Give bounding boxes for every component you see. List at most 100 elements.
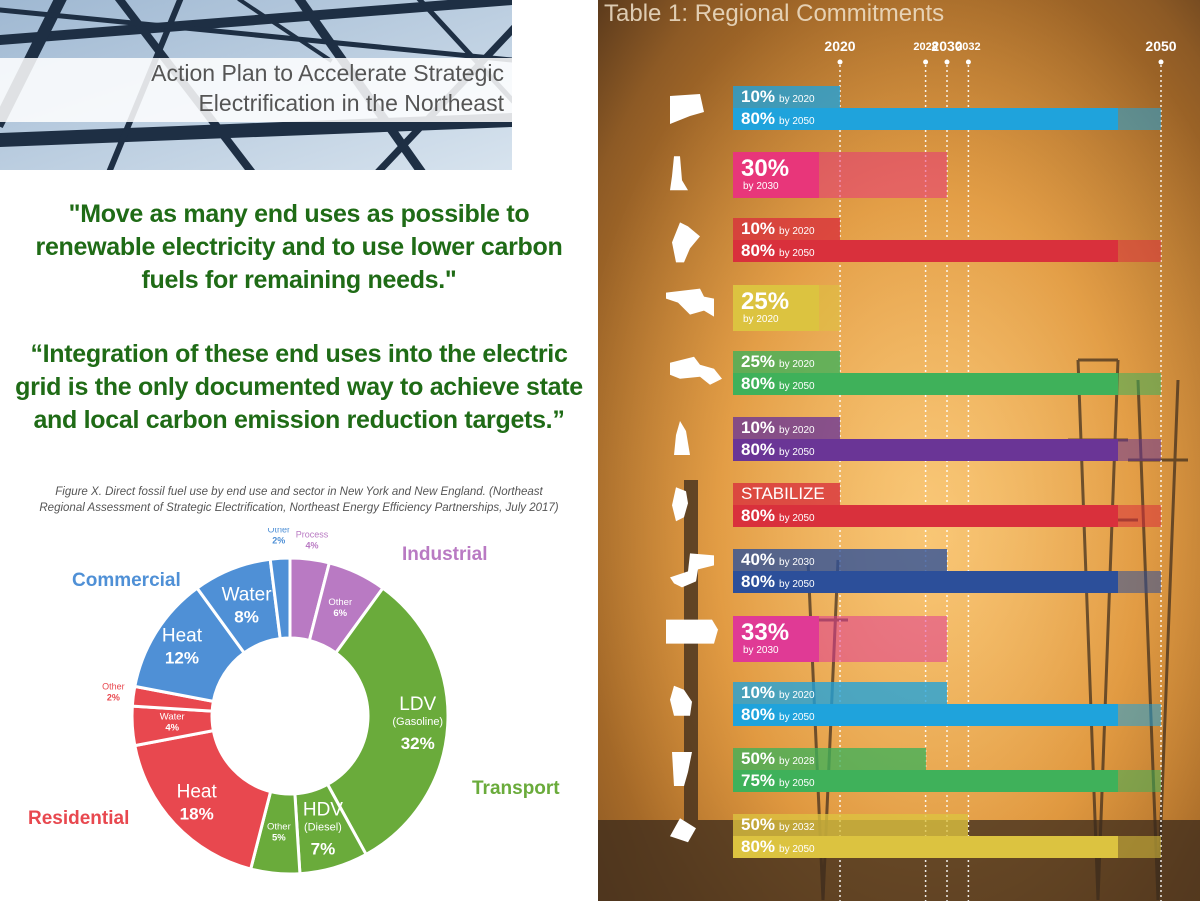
- commitment-deadline: by 2030: [779, 557, 815, 569]
- quote-1-line: "Move as many end uses as possible to: [68, 200, 530, 228]
- commitment-bar: 10% by 2020: [733, 86, 840, 108]
- commitment-bar: 40% by 2030: [733, 549, 947, 572]
- commitment-label: 30% by 2030: [741, 156, 789, 192]
- commitment-bar-solid: [733, 439, 1119, 461]
- commitment-bar: 80% by 2050: [733, 505, 1161, 528]
- donut-slice-label: Other: [328, 597, 352, 608]
- commitment-label: 80% by 2050: [741, 440, 815, 460]
- commitment-bar-solid: [733, 505, 1119, 528]
- commitment-bar-solid: [733, 549, 947, 572]
- sector-label: Industrial: [402, 544, 488, 565]
- regional-commitments-panel: Table 1: Regional Commitments 2020 2028 20…: [598, 0, 1200, 901]
- quote-2-line: and local carbon emission reduction targ…: [33, 406, 565, 434]
- donut-slice-label: Other: [267, 528, 290, 534]
- commitment-label: 75% by 2050: [741, 771, 815, 791]
- year-tick-label: 2020: [824, 38, 856, 54]
- donut-slice-value: 5%: [272, 832, 286, 843]
- commitment-deadline: by 2050: [779, 513, 815, 525]
- commitment-percent: 25%: [741, 287, 790, 315]
- donut-slice-value: 32%: [401, 734, 435, 753]
- commitment-deadline: by 2030: [743, 644, 779, 656]
- commitment-deadline: by 2050: [779, 844, 815, 856]
- commitment-deadline: by 2020: [779, 358, 815, 370]
- state-outline-icon: [672, 222, 700, 263]
- year-tick-label: 2050: [1145, 38, 1177, 54]
- commitment-bar: 75% by 2050: [733, 770, 1161, 792]
- state-outline-icon: [672, 487, 688, 522]
- donut-slice-label: Process: [296, 529, 329, 539]
- commitment-bar-solid: [733, 615, 819, 662]
- commitment-percent: 40%: [741, 550, 776, 570]
- commitment-bar: 25% by 2020: [733, 284, 840, 331]
- commitment-percent: 80%: [741, 241, 776, 261]
- commitment-bar: 33% by 2030: [733, 615, 947, 662]
- state-outline-icon: [670, 553, 714, 588]
- commitment-deadline: by 2020: [779, 689, 815, 701]
- quote-2-line: grid is the only documented way to achie…: [15, 373, 583, 401]
- commitment-percent: 10%: [741, 219, 776, 239]
- commitment-bar: 80% by 2050: [733, 108, 1161, 130]
- quote-1: "Move as many end uses as possible to re…: [0, 198, 598, 297]
- donut-slice-value: 4%: [306, 540, 319, 550]
- donut-slice-sublabel: (Gasoline): [392, 716, 443, 728]
- commitment-percent: 50%: [741, 815, 776, 835]
- donut-slice-value: 2%: [272, 535, 285, 545]
- fossil-fuel-donut-chart: Process4%Other6%LDV(Gasoline)32%HDV(Dies…: [28, 528, 560, 876]
- commitment-bar: 10% by 2020: [733, 681, 947, 704]
- commitment-bar: 30% by 2030: [733, 152, 947, 199]
- commitment-deadline: by 2050: [779, 380, 815, 392]
- commitment-deadline: by 2050: [779, 579, 815, 591]
- commitment-bar: 25% by 2020: [733, 350, 840, 373]
- commitment-bar-extension: [1118, 439, 1161, 461]
- commitment-label: 80% by 2050: [741, 572, 815, 592]
- banner-title-line-1: Action Plan to Accelerate Strategic: [151, 60, 504, 86]
- donut-slice-value: 18%: [180, 805, 214, 824]
- commitment-deadline: by 2050: [779, 778, 815, 789]
- commitment-bar-solid: [733, 814, 969, 837]
- state-outline-icon: [670, 356, 722, 385]
- state-outline-icon: [666, 619, 718, 644]
- commitment-label: 40% by 2030: [741, 550, 815, 570]
- commitment-bar: 80% by 2050: [733, 703, 1161, 726]
- quote-2-line: “Integration of these end uses into the …: [30, 340, 568, 368]
- commitment-deadline: by 2050: [779, 248, 815, 260]
- commitment-bar-solid: [733, 748, 926, 770]
- commitment-label: 10% by 2020: [741, 219, 815, 239]
- commitment-percent: 80%: [741, 373, 776, 393]
- commitment-label: 80% by 2050: [741, 837, 815, 857]
- commitment-percent: 25%: [741, 351, 776, 371]
- commitment-deadline: by 2050: [779, 116, 815, 127]
- commitment-bar-solid: [733, 152, 819, 199]
- commitment-percent: 10%: [741, 87, 776, 106]
- year-marker: [1158, 59, 1164, 65]
- commitment-percent: 80%: [741, 440, 776, 459]
- commitment-percent: 50%: [741, 749, 776, 768]
- commitment-deadline: by 2050: [779, 711, 815, 723]
- commitment-deadline: by 2020: [743, 313, 779, 325]
- donut-slice-label: Heat: [162, 625, 203, 646]
- commitment-bar-solid: [733, 681, 947, 704]
- commitment-label: 10% by 2020: [741, 87, 815, 107]
- year-marker: [923, 59, 929, 65]
- commitment-percent: 80%: [741, 109, 776, 128]
- commitment-bar: 80% by 2050: [733, 571, 1161, 594]
- donut-slice-label: Other: [102, 682, 125, 692]
- donut-slice-label: Water: [160, 711, 185, 722]
- commitment-label: 10% by 2020: [741, 418, 815, 438]
- commitment-bar-extension: [1118, 571, 1161, 594]
- year-tick-label: 2032: [956, 41, 981, 53]
- commitment-percent: 80%: [741, 704, 776, 724]
- commitment-percent: 80%: [741, 837, 776, 857]
- commitment-bar-solid: [733, 483, 840, 506]
- commitment-bar: 50% by 2028: [733, 748, 926, 770]
- donut-slice-sublabel: (Diesel): [304, 821, 342, 833]
- year-tick-label: 2028: [913, 41, 938, 53]
- commitment-deadline: by 2030: [743, 181, 779, 193]
- commitment-label: 80% by 2050: [741, 241, 815, 261]
- year-tick-label: 2030: [931, 38, 963, 54]
- commitment-bar-extension: [1118, 108, 1161, 130]
- banner-title-line-2: Electrification in the Northeast: [198, 90, 504, 116]
- state-outline-icon: [672, 752, 692, 786]
- commitment-bar-solid: [733, 571, 1119, 594]
- commitment-bar-solid: [733, 372, 1119, 395]
